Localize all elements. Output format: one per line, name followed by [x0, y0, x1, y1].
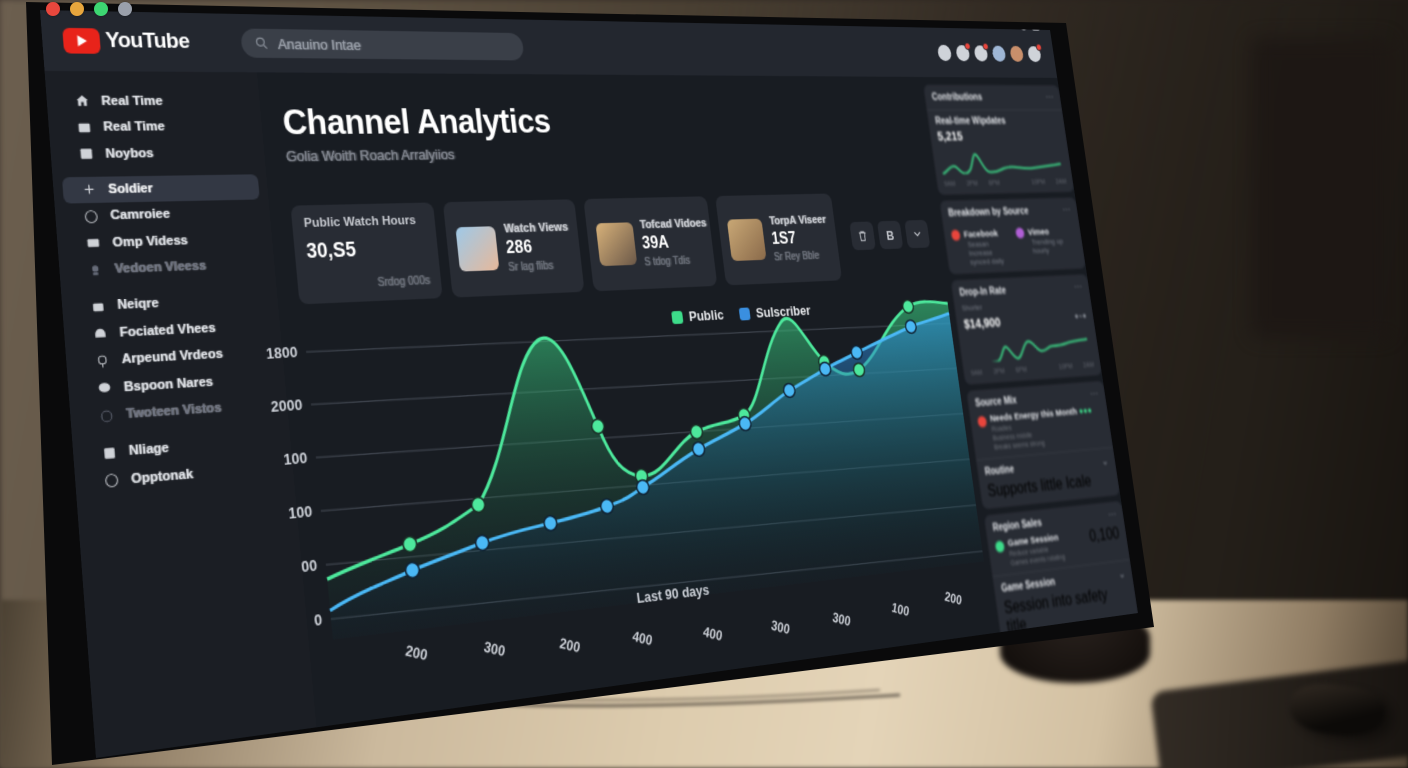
svg-text:400: 400: [702, 625, 723, 645]
svg-text:300: 300: [483, 639, 507, 660]
svg-text:2000: 2000: [270, 397, 303, 416]
svg-text:100: 100: [288, 503, 313, 523]
svg-text:100: 100: [891, 601, 910, 620]
svg-text:200: 200: [944, 590, 963, 609]
svg-text:200: 200: [558, 636, 581, 656]
svg-text:1800: 1800: [265, 344, 298, 363]
svg-text:100: 100: [283, 450, 308, 469]
svg-text:300: 300: [770, 618, 790, 637]
svg-text:200: 200: [404, 643, 428, 664]
svg-text:00: 00: [301, 557, 318, 576]
svg-text:300: 300: [832, 610, 852, 629]
svg-text:0: 0: [313, 611, 323, 630]
svg-text:400: 400: [631, 629, 653, 649]
